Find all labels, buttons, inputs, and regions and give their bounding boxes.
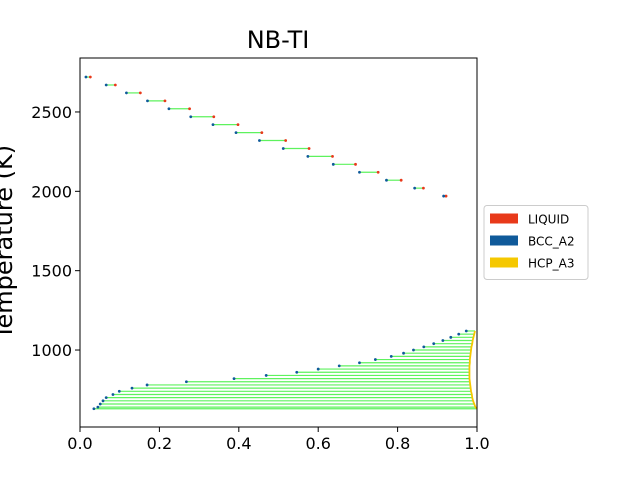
phase-point <box>212 115 216 119</box>
phase-point <box>130 386 134 390</box>
phase-point <box>211 123 215 127</box>
phase-point <box>88 75 92 79</box>
phase-point <box>354 162 357 166</box>
phase-point <box>337 364 341 368</box>
phase-point <box>373 358 377 361</box>
phase-point <box>412 348 415 352</box>
phase-point <box>441 339 445 342</box>
phase-point <box>316 367 320 371</box>
phase-point <box>449 335 453 339</box>
phase-point <box>236 123 240 127</box>
phase-point <box>331 155 334 158</box>
phase-point <box>113 83 117 87</box>
phase-point <box>101 399 105 403</box>
x-tick-label: 0.0 <box>67 434 92 453</box>
phase-point <box>117 389 121 393</box>
legend-swatch <box>490 213 518 224</box>
phase-point <box>260 131 264 134</box>
y-tick-label: 1500 <box>31 262 72 281</box>
y-tick-label: 1000 <box>31 341 72 360</box>
phase-point <box>389 354 393 358</box>
x-tick-label: 0.4 <box>226 434 251 453</box>
phase-point <box>104 396 108 400</box>
phase-point <box>457 332 461 336</box>
phase-point <box>442 194 446 198</box>
phase-point <box>96 405 100 409</box>
phase-point <box>413 186 417 190</box>
phase-point <box>422 345 426 349</box>
phase-point <box>464 329 468 333</box>
y-axis-label: Temperature (K) <box>0 145 18 340</box>
legend-swatch <box>490 235 518 246</box>
phase-point <box>163 99 167 103</box>
phase-point <box>92 407 96 411</box>
phase-point <box>189 115 193 119</box>
phase-point <box>331 162 335 166</box>
phase-point <box>376 170 380 174</box>
phase-point <box>295 370 299 374</box>
phase-point <box>281 147 285 150</box>
legend-label: LIQUID <box>528 213 569 227</box>
phase-point <box>125 91 128 95</box>
phase-point <box>358 170 361 174</box>
x-tick-label: 0.6 <box>305 434 330 453</box>
phase-point <box>111 393 115 396</box>
phase-point <box>84 75 88 79</box>
phase-point <box>444 194 448 198</box>
phase-point <box>399 178 403 182</box>
phase-point <box>232 377 236 380</box>
phase-boundary <box>468 330 477 410</box>
x-tick-label: 0.2 <box>147 434 172 453</box>
phase-point <box>422 186 425 190</box>
phase-point <box>258 139 261 142</box>
phase-point <box>104 83 108 87</box>
phase-point <box>307 147 311 150</box>
x-tick-label: 1.0 <box>464 434 489 453</box>
phase-point <box>98 402 102 406</box>
phase-point <box>402 351 405 355</box>
phase-point <box>234 131 238 134</box>
phase-point <box>264 374 268 377</box>
phase-point <box>138 91 142 95</box>
legend-label: HCP_A3 <box>528 257 574 271</box>
phase-point <box>188 107 191 111</box>
chart-title: NB-TI <box>247 26 310 54</box>
legend-swatch <box>490 257 518 268</box>
phase-point <box>432 342 436 346</box>
legend-label: BCC_A2 <box>528 235 575 249</box>
phase-point <box>145 383 149 387</box>
plot-area <box>84 75 477 411</box>
phase-point <box>284 139 288 142</box>
phase-point <box>358 361 361 365</box>
phase-point <box>167 107 171 111</box>
x-axis-label: X(TI) <box>250 478 307 480</box>
phase-point <box>184 380 188 384</box>
x-tick-label: 0.8 <box>385 434 410 453</box>
phase-point <box>385 178 388 182</box>
axes-frame <box>79 57 478 428</box>
y-tick-label: 2000 <box>31 182 72 201</box>
phase-point <box>306 155 310 158</box>
y-tick-label: 2500 <box>31 103 72 122</box>
phase-point <box>146 99 149 103</box>
